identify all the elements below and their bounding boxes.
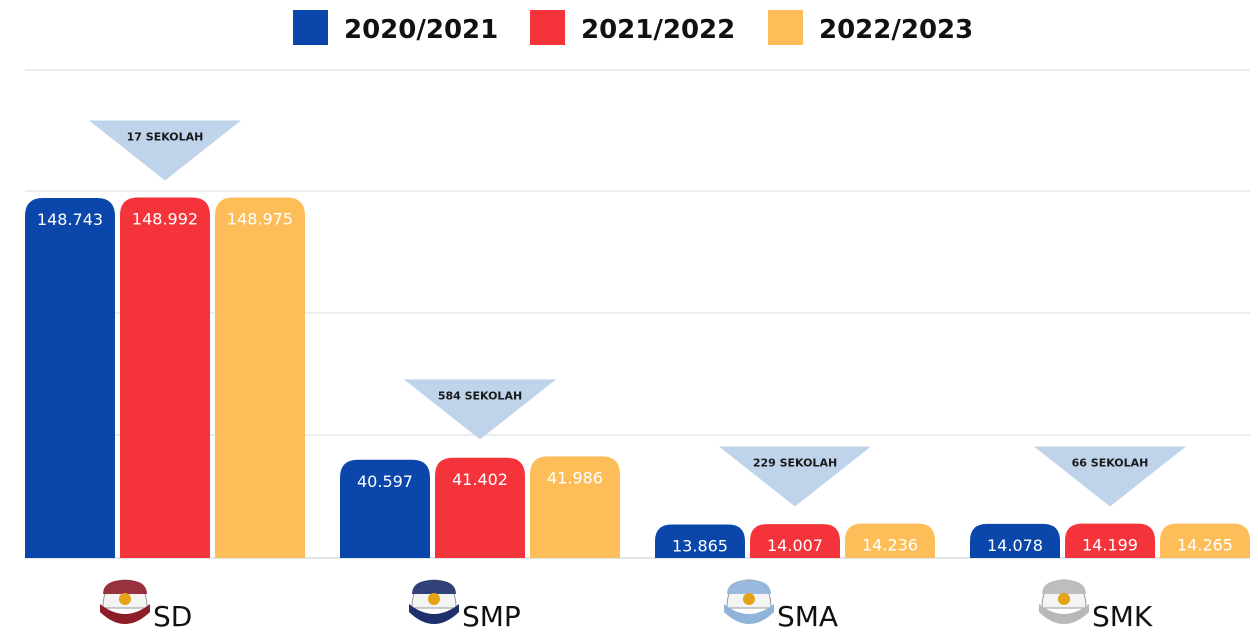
bar bbox=[655, 524, 745, 558]
legend-label: 2020/2021 bbox=[344, 15, 498, 45]
bar-value-label: 14.265 bbox=[1177, 535, 1233, 554]
cap-brim bbox=[724, 604, 774, 624]
bar-value-label: 14.007 bbox=[767, 536, 823, 555]
bar-value-label: 13.865 bbox=[672, 536, 728, 555]
annotation-label: 584 SEKOLAH bbox=[438, 389, 522, 402]
category-label: SD bbox=[153, 600, 192, 633]
bar bbox=[1065, 523, 1155, 558]
annotation-triangle bbox=[89, 120, 241, 181]
cap-brim bbox=[100, 604, 150, 624]
annotation-label: 17 SEKOLAH bbox=[127, 130, 204, 143]
bar-value-label: 40.597 bbox=[357, 472, 413, 491]
school-cap-icon bbox=[100, 579, 150, 624]
cap-top bbox=[1042, 580, 1086, 594]
cap-top bbox=[103, 580, 147, 594]
category-labels: SD SMP SMA SMK bbox=[100, 579, 1153, 633]
category-label: SMA bbox=[777, 600, 838, 633]
annotation-triangle bbox=[404, 379, 556, 440]
annotation-label: 66 SEKOLAH bbox=[1072, 456, 1149, 469]
cap-emblem bbox=[743, 593, 755, 605]
legend-label: 2022/2023 bbox=[819, 15, 973, 45]
legend-label: 2021/2022 bbox=[581, 15, 735, 45]
school-cap-icon bbox=[1039, 579, 1089, 624]
school-cap-icon bbox=[409, 579, 459, 624]
cap-brim bbox=[1039, 604, 1089, 624]
bar-value-label: 148.975 bbox=[227, 209, 293, 228]
bars: 148.743 148.992 148.975 40.597 41.402 41.986 1… bbox=[25, 197, 1250, 559]
school-cap-icon bbox=[724, 579, 774, 624]
legend-swatch bbox=[768, 10, 803, 45]
legend-swatch bbox=[530, 10, 565, 45]
bar bbox=[120, 197, 210, 558]
bar bbox=[750, 524, 840, 558]
bar bbox=[530, 456, 620, 558]
bar bbox=[435, 457, 525, 558]
annotation-triangle bbox=[1034, 446, 1186, 507]
cap-top bbox=[412, 580, 456, 594]
bar-value-label: 41.402 bbox=[452, 470, 508, 489]
annotation-triangle bbox=[719, 446, 871, 507]
annotation-label: 229 SEKOLAH bbox=[753, 457, 837, 470]
cap-top bbox=[727, 580, 771, 594]
category-label: SMK bbox=[1092, 600, 1153, 633]
bar bbox=[215, 197, 305, 558]
bar bbox=[845, 523, 935, 558]
cap-emblem bbox=[428, 593, 440, 605]
legend-swatch bbox=[293, 10, 328, 45]
annotations: 17 SEKOLAH 584 SEKOLAH 229 SEKOLAH 66 SEKOL… bbox=[89, 120, 1186, 507]
bar-value-label: 41.986 bbox=[547, 468, 603, 487]
bar-value-label: 14.199 bbox=[1082, 536, 1138, 555]
bar bbox=[25, 198, 115, 559]
bar-value-label: 148.743 bbox=[37, 210, 103, 229]
cap-emblem bbox=[1058, 593, 1070, 605]
bar bbox=[1160, 523, 1250, 558]
legend: 2020/2021 2021/2022 2022/2023 bbox=[293, 10, 973, 45]
bar-value-label: 14.236 bbox=[862, 536, 918, 555]
cap-brim bbox=[409, 604, 459, 624]
category-label: SMP bbox=[462, 600, 521, 633]
bar bbox=[970, 523, 1060, 558]
bar-value-label: 148.992 bbox=[132, 209, 198, 228]
bar-value-label: 14.078 bbox=[987, 536, 1043, 555]
cap-emblem bbox=[119, 593, 131, 605]
bar bbox=[340, 459, 430, 558]
